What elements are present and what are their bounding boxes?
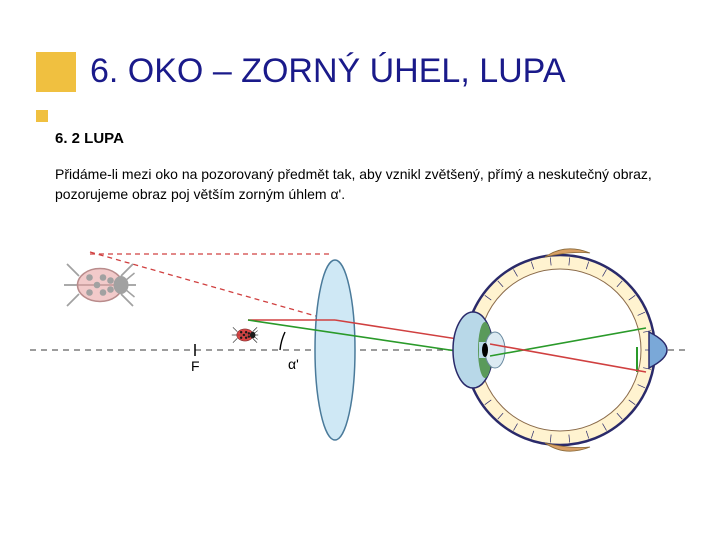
focal-point-label: F — [191, 358, 200, 374]
body-paragraph: Přidáme-li mezi oko na pozorovaný předmě… — [55, 165, 675, 204]
page-title: 6. OKO – ZORNÝ ÚHEL, LUPA — [90, 52, 566, 91]
accent-box-small — [36, 110, 48, 122]
diagram-svg — [30, 230, 690, 490]
optics-diagram: F α' — [30, 230, 690, 490]
section-subtitle: 6. 2 LUPA — [55, 130, 124, 147]
accent-box-large — [36, 52, 76, 92]
angle-label: α' — [288, 356, 299, 372]
